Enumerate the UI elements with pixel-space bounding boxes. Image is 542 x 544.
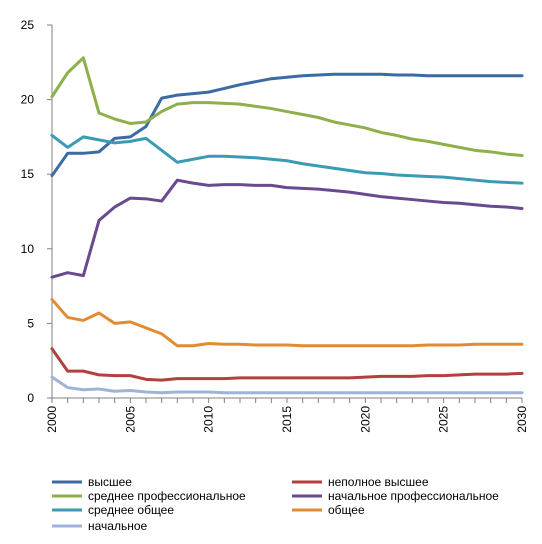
legend-item: неполное высшее xyxy=(292,475,429,489)
x-tick-label: 2025 xyxy=(437,406,451,433)
legend-item: среднее профессиональное xyxy=(52,489,246,503)
legend-label: общее xyxy=(328,503,365,517)
y-tick-label: 15 xyxy=(21,167,35,181)
legend-label: начальное профессиональное xyxy=(328,489,499,503)
series-line-6 xyxy=(50,298,524,348)
legend-item: среднее общее xyxy=(52,503,174,517)
legend-item: начальное профессиональное xyxy=(292,489,499,503)
chart-axes xyxy=(51,25,522,399)
x-tick-label: 2000 xyxy=(45,406,59,433)
y-tick-label: 25 xyxy=(21,18,35,32)
y-tick-label: 20 xyxy=(21,93,35,107)
series-line-5 xyxy=(50,133,524,185)
y-axis-ticks: 0 5 10 15 20 25 xyxy=(21,18,52,405)
series-line-1 xyxy=(50,72,524,178)
x-tick-label: 2020 xyxy=(358,406,372,433)
series-line-3 xyxy=(50,56,524,158)
x-tick-label: 2015 xyxy=(280,406,294,433)
y-tick-label: 10 xyxy=(21,242,35,256)
x-tick-label: 2010 xyxy=(202,406,216,433)
legend-label: среднее профессиональное xyxy=(88,489,246,503)
series-line-2 xyxy=(50,347,524,382)
legend-label: начальное xyxy=(88,519,148,533)
legend-label: неполное высшее xyxy=(328,475,429,489)
x-tick-label: 2030 xyxy=(515,406,529,433)
x-axis-ticks: 2000 2005 2010 2015 2020 2025 2030 xyxy=(45,398,529,433)
legend: высшее неполное высшее среднее профессиона… xyxy=(52,475,499,533)
series-lines xyxy=(50,56,524,395)
legend-item: общее xyxy=(292,503,365,517)
y-tick-label: 0 xyxy=(27,391,34,405)
x-tick-label: 2005 xyxy=(123,406,137,433)
legend-item: начальное xyxy=(52,519,148,533)
y-tick-label: 5 xyxy=(27,316,34,330)
legend-label: среднее общее xyxy=(88,503,174,517)
series-line-4 xyxy=(50,178,524,279)
series-line-7 xyxy=(50,375,524,395)
legend-item: высшее xyxy=(52,475,132,489)
legend-label: высшее xyxy=(88,475,132,489)
